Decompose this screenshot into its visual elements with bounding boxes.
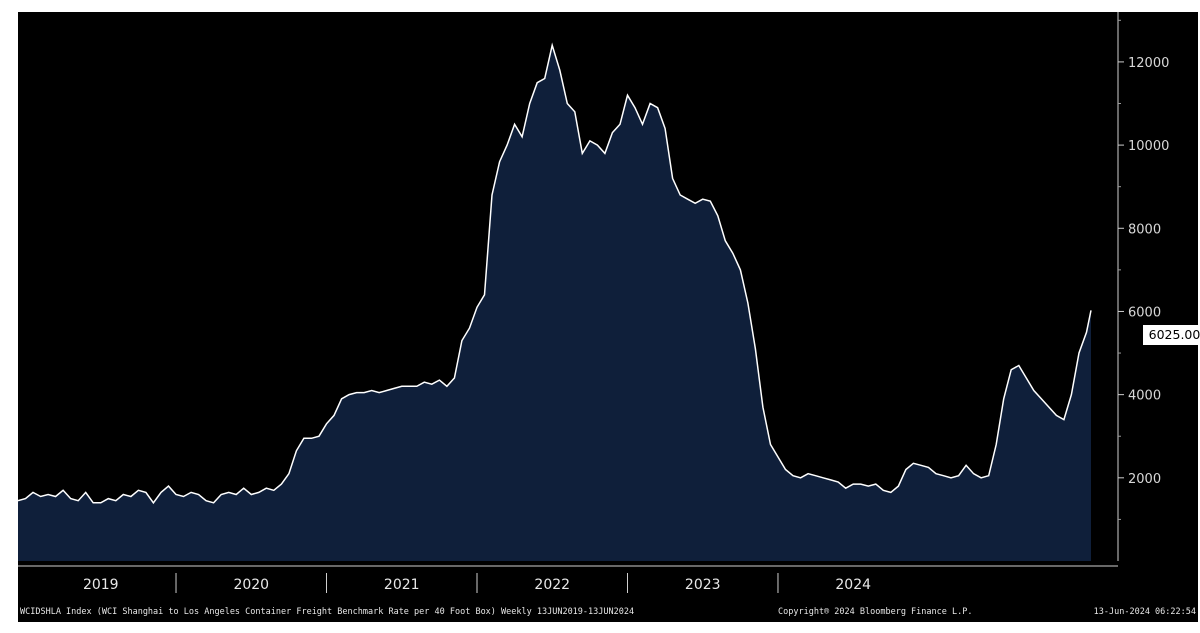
plot-area <box>18 42 1092 562</box>
y-tick-label: 2000 <box>1128 472 1161 487</box>
chart-frame: 2000 4000 6000 8000 10000 12000 2019 2020 2021 2… <box>18 12 1200 622</box>
y-tick-label: 4000 <box>1128 389 1161 404</box>
series-line <box>18 42 1092 505</box>
x-year-label: 2024 <box>835 577 871 593</box>
y-tick-label: 6000 <box>1128 305 1161 320</box>
x-axis: 2019 2020 2021 2022 2023 2024 <box>18 565 1118 593</box>
x-year-label: 2020 <box>233 577 269 593</box>
y-axis: 2000 4000 6000 8000 10000 12000 <box>1117 12 1169 561</box>
last-value-badge: 6025.00 <box>1143 325 1200 345</box>
footer-description: WCIDSHLA Index (WCI Shanghai to Los Ange… <box>20 607 635 617</box>
y-tick-label: 8000 <box>1128 222 1161 237</box>
footer-timestamp: 13-Jun-2024 06:22:54 <box>1093 607 1196 617</box>
x-year-label: 2021 <box>384 577 420 593</box>
y-tick-label: 10000 <box>1128 139 1169 154</box>
y-tick-label: 12000 <box>1128 56 1169 71</box>
series-area <box>18 45 1091 562</box>
footer-copyright: Copyright® 2024 Bloomberg Finance L.P. <box>778 607 973 617</box>
chart-footer: WCIDSHLA Index (WCI Shanghai to Los Ange… <box>18 605 1198 623</box>
x-year-label: 2023 <box>685 577 721 593</box>
x-year-label: 2019 <box>83 577 119 593</box>
x-year-label: 2022 <box>534 577 570 593</box>
